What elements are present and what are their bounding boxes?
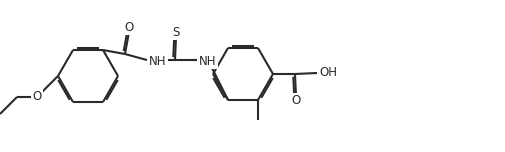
Text: O: O [291, 95, 300, 107]
Text: O: O [32, 90, 41, 104]
Text: OH: OH [318, 67, 336, 79]
Text: S: S [172, 26, 179, 38]
Text: O: O [124, 21, 133, 34]
Text: NH: NH [148, 55, 166, 67]
Text: NH: NH [198, 55, 216, 67]
